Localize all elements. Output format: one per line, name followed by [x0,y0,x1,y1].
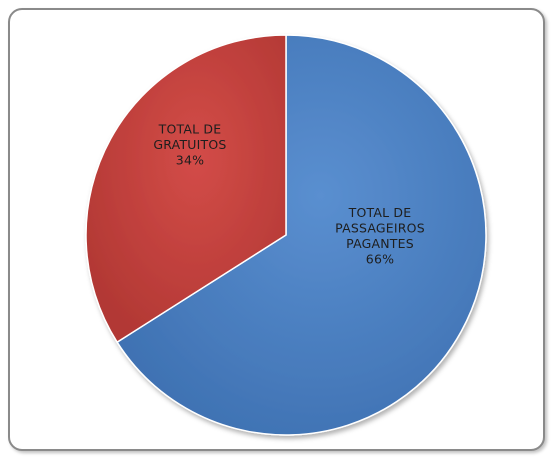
pie-slice-0 [116,34,487,436]
slice-label-line: PAGANTES [346,236,414,251]
slice-label-0: TOTAL DE PASSAGEIROS PAGANTES 66% [335,205,425,267]
slice-percent: 34% [176,153,204,168]
slice-label-line: PASSAGEIROS [335,220,425,235]
slice-percent: 66% [366,251,394,266]
pie-slice-1 [85,34,287,344]
slice-label-1: TOTAL DE GRATUITOS 34% [153,122,226,168]
slice-label-line: GRATUITOS [153,137,226,152]
slice-label-line: TOTAL DE [158,122,222,137]
slice-label-line: TOTAL DE [348,205,412,220]
